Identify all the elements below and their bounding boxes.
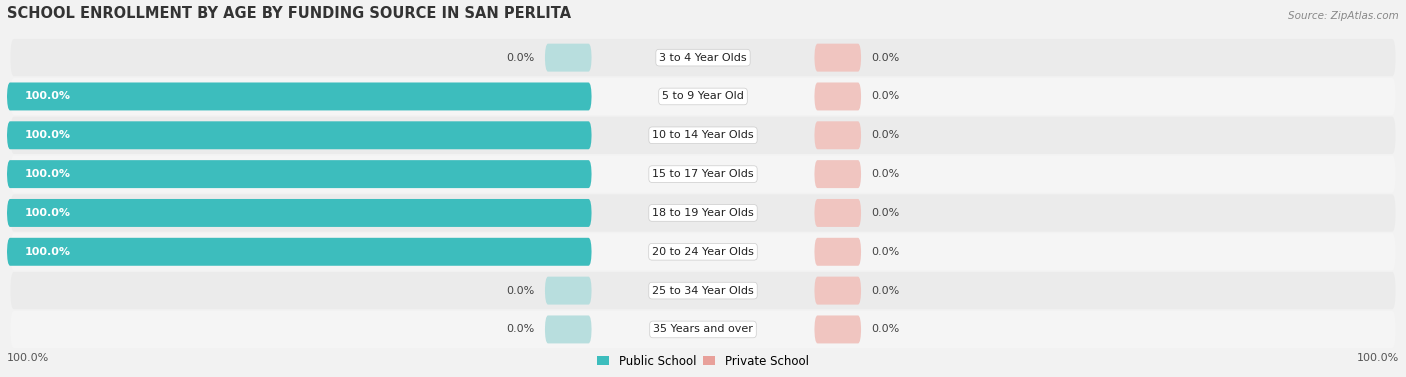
Text: 100.0%: 100.0%	[24, 130, 70, 140]
FancyBboxPatch shape	[10, 233, 1396, 270]
FancyBboxPatch shape	[814, 316, 860, 343]
Text: 0.0%: 0.0%	[872, 130, 900, 140]
Text: 100.0%: 100.0%	[24, 208, 70, 218]
Text: 0.0%: 0.0%	[872, 247, 900, 257]
Text: 100.0%: 100.0%	[1357, 353, 1399, 363]
FancyBboxPatch shape	[814, 44, 860, 72]
FancyBboxPatch shape	[546, 277, 592, 305]
Text: SCHOOL ENROLLMENT BY AGE BY FUNDING SOURCE IN SAN PERLITA: SCHOOL ENROLLMENT BY AGE BY FUNDING SOUR…	[7, 6, 571, 21]
Text: 35 Years and over: 35 Years and over	[652, 325, 754, 334]
FancyBboxPatch shape	[10, 116, 1396, 154]
FancyBboxPatch shape	[546, 44, 592, 72]
FancyBboxPatch shape	[7, 83, 592, 110]
Text: 18 to 19 Year Olds: 18 to 19 Year Olds	[652, 208, 754, 218]
FancyBboxPatch shape	[10, 194, 1396, 231]
Text: 0.0%: 0.0%	[506, 286, 534, 296]
Text: 0.0%: 0.0%	[506, 53, 534, 63]
FancyBboxPatch shape	[7, 160, 592, 188]
Text: 100.0%: 100.0%	[24, 169, 70, 179]
FancyBboxPatch shape	[10, 155, 1396, 193]
FancyBboxPatch shape	[10, 311, 1396, 348]
Text: 20 to 24 Year Olds: 20 to 24 Year Olds	[652, 247, 754, 257]
Text: 0.0%: 0.0%	[872, 286, 900, 296]
Text: 0.0%: 0.0%	[872, 92, 900, 101]
Text: 0.0%: 0.0%	[872, 53, 900, 63]
FancyBboxPatch shape	[10, 78, 1396, 115]
Text: Source: ZipAtlas.com: Source: ZipAtlas.com	[1288, 11, 1399, 21]
FancyBboxPatch shape	[814, 121, 860, 149]
FancyBboxPatch shape	[814, 277, 860, 305]
FancyBboxPatch shape	[814, 238, 860, 266]
Text: 100.0%: 100.0%	[24, 92, 70, 101]
Text: 25 to 34 Year Olds: 25 to 34 Year Olds	[652, 286, 754, 296]
FancyBboxPatch shape	[814, 160, 860, 188]
Text: 0.0%: 0.0%	[872, 169, 900, 179]
Text: 0.0%: 0.0%	[506, 325, 534, 334]
FancyBboxPatch shape	[10, 39, 1396, 76]
FancyBboxPatch shape	[546, 316, 592, 343]
FancyBboxPatch shape	[814, 199, 860, 227]
Text: 5 to 9 Year Old: 5 to 9 Year Old	[662, 92, 744, 101]
FancyBboxPatch shape	[7, 121, 592, 149]
Text: 100.0%: 100.0%	[24, 247, 70, 257]
Text: 3 to 4 Year Olds: 3 to 4 Year Olds	[659, 53, 747, 63]
FancyBboxPatch shape	[10, 272, 1396, 309]
Text: 100.0%: 100.0%	[7, 353, 49, 363]
Text: 0.0%: 0.0%	[872, 325, 900, 334]
FancyBboxPatch shape	[7, 199, 592, 227]
Text: 15 to 17 Year Olds: 15 to 17 Year Olds	[652, 169, 754, 179]
FancyBboxPatch shape	[814, 83, 860, 110]
Text: 0.0%: 0.0%	[872, 208, 900, 218]
Legend: Public School, Private School: Public School, Private School	[593, 350, 813, 372]
Text: 10 to 14 Year Olds: 10 to 14 Year Olds	[652, 130, 754, 140]
FancyBboxPatch shape	[7, 238, 592, 266]
